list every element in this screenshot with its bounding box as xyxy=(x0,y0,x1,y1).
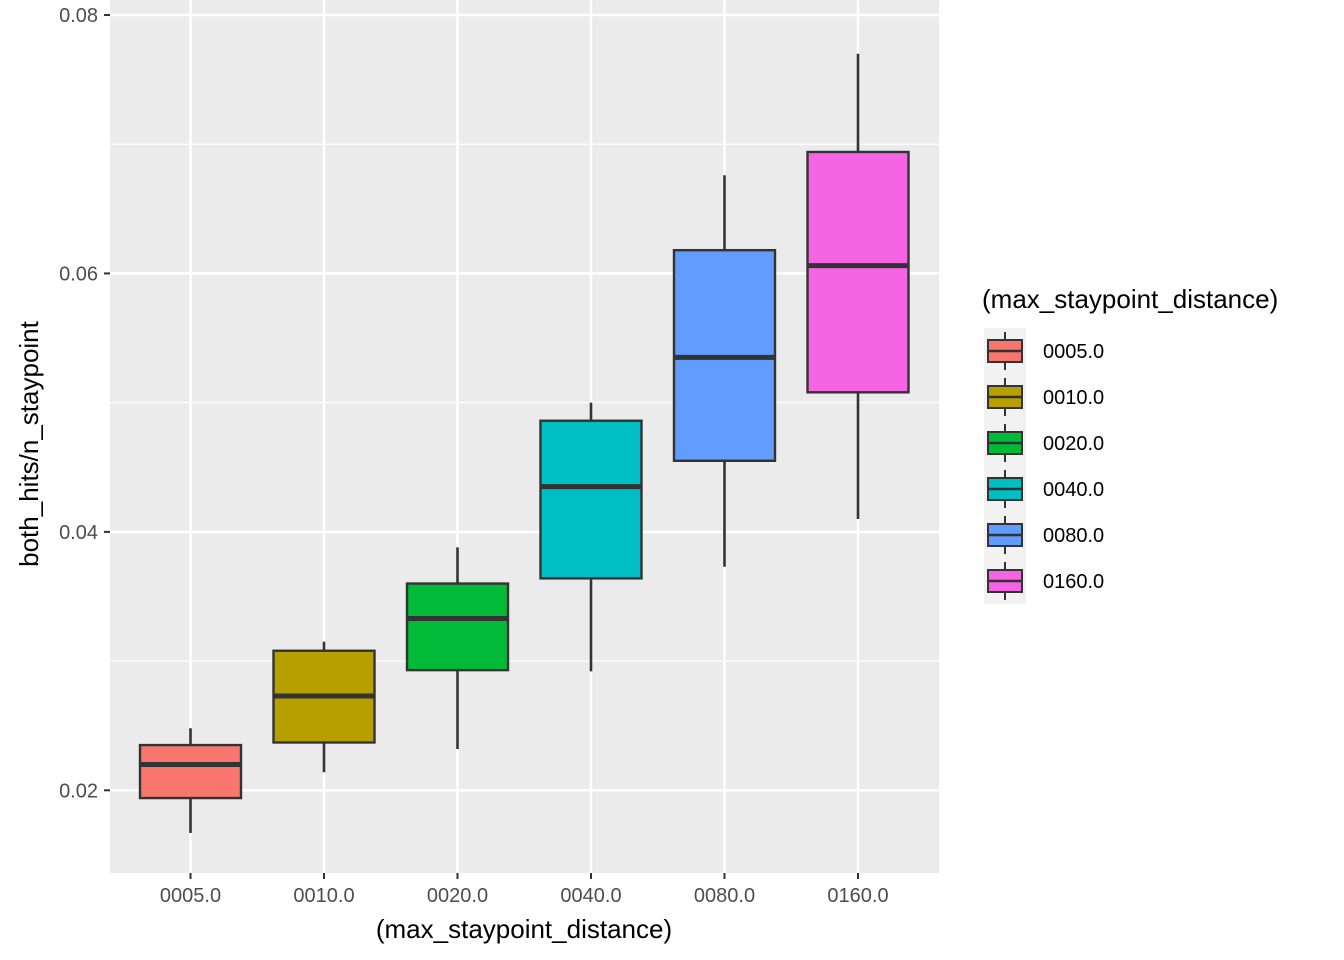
legend: (max_staypoint_distance) 0005.0 0010.0 002… xyxy=(982,284,1278,604)
legend-item-0160.0: 0160.0 xyxy=(984,558,1104,604)
legend-item-0005.0: 0005.0 xyxy=(984,328,1104,374)
box-0005.0 xyxy=(138,728,243,833)
box-body xyxy=(539,419,643,580)
boxplot-boxes xyxy=(138,53,910,833)
legend-item-0080.0: 0080.0 xyxy=(984,512,1104,558)
box-body xyxy=(405,582,510,672)
y-tick-label: 0.08 xyxy=(59,5,98,27)
x-tick-label: 0010.0 xyxy=(293,885,354,907)
x-axis: 0005.0 0010.0 0020.0 0040.0 0080.0 0160.0 xyxy=(160,873,889,907)
legend-label: 0040.0 xyxy=(1043,479,1104,501)
box-0080.0 xyxy=(672,175,777,567)
y-tick-label: 0.06 xyxy=(59,263,98,285)
x-axis-title: (max_staypoint_distance) xyxy=(376,914,672,944)
legend-label: 0020.0 xyxy=(1043,433,1104,455)
legend-keys: 0005.0 0010.0 0020.0 0040.0 0080.0 0160.0 xyxy=(984,328,1104,604)
x-tick-label: 0040.0 xyxy=(560,885,621,907)
x-tick-label: 0020.0 xyxy=(427,885,488,907)
legend-title: (max_staypoint_distance) xyxy=(982,284,1278,314)
box-0160.0 xyxy=(806,53,910,519)
legend-label: 0005.0 xyxy=(1043,341,1104,363)
y-axis-title: both_hits/n_staypoint xyxy=(14,320,44,567)
legend-item-0010.0: 0010.0 xyxy=(984,374,1104,420)
box-body xyxy=(806,150,910,394)
x-tick-label: 0005.0 xyxy=(160,885,221,907)
minor-gridlines xyxy=(110,143,939,662)
plot-panel xyxy=(110,0,939,873)
box-0020.0 xyxy=(405,547,510,749)
box-body xyxy=(138,743,243,800)
legend-item-0040.0: 0040.0 xyxy=(984,466,1104,512)
legend-item-0020.0: 0020.0 xyxy=(984,420,1104,466)
legend-label: 0080.0 xyxy=(1043,525,1104,547)
x-tick-label: 0080.0 xyxy=(694,885,755,907)
y-tick-label: 0.04 xyxy=(59,522,98,544)
legend-label: 0160.0 xyxy=(1043,571,1104,593)
x-tick-label: 0160.0 xyxy=(827,885,888,907)
box-0040.0 xyxy=(539,402,643,672)
legend-label: 0010.0 xyxy=(1043,387,1104,409)
y-axis: 0.02 0.04 0.06 0.08 xyxy=(59,5,110,802)
y-tick-label: 0.02 xyxy=(59,780,98,802)
box-0010.0 xyxy=(272,641,376,773)
